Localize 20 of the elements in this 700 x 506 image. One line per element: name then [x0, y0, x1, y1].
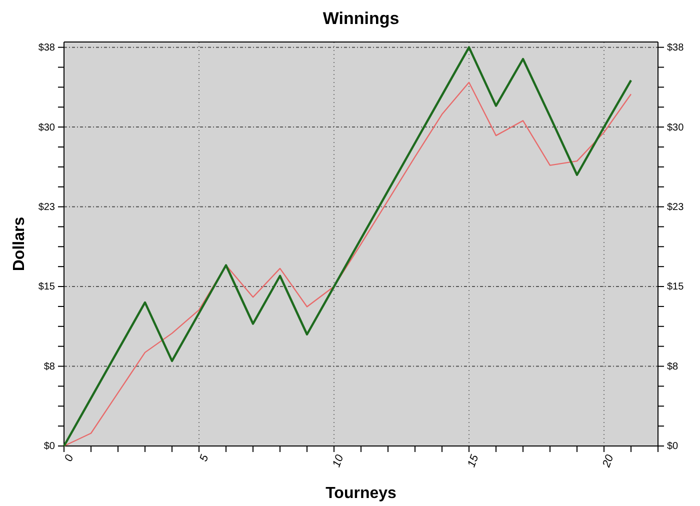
x-axis-title: Tourneys	[326, 485, 397, 502]
y2-tick-label: $23	[667, 202, 684, 213]
x-tick-label: 0	[62, 452, 76, 464]
y-tick-label: $38	[38, 42, 56, 54]
y-tick-label: $8	[44, 361, 56, 372]
y-tick-label: $15	[38, 282, 56, 293]
y-tick-label: $0	[44, 441, 56, 452]
y2-tick-label: $0	[667, 441, 679, 452]
x-tick-label: 5	[198, 452, 212, 464]
y-tick-label: $30	[38, 122, 56, 134]
y2-tick-label: $30	[667, 122, 684, 134]
y2-tick-label: $38	[667, 42, 684, 54]
x-tick-label: 15	[466, 452, 482, 469]
chart-title: Winnings	[322, 9, 400, 28]
y2-tick-label: $8	[667, 361, 679, 372]
x-tick-label: 20	[600, 452, 616, 470]
y2-tick-label: $15	[667, 282, 684, 293]
x-tick-label: 10	[330, 452, 346, 469]
y-tick-label: $23	[38, 202, 56, 213]
y-axis-title: Dollars	[11, 216, 28, 272]
